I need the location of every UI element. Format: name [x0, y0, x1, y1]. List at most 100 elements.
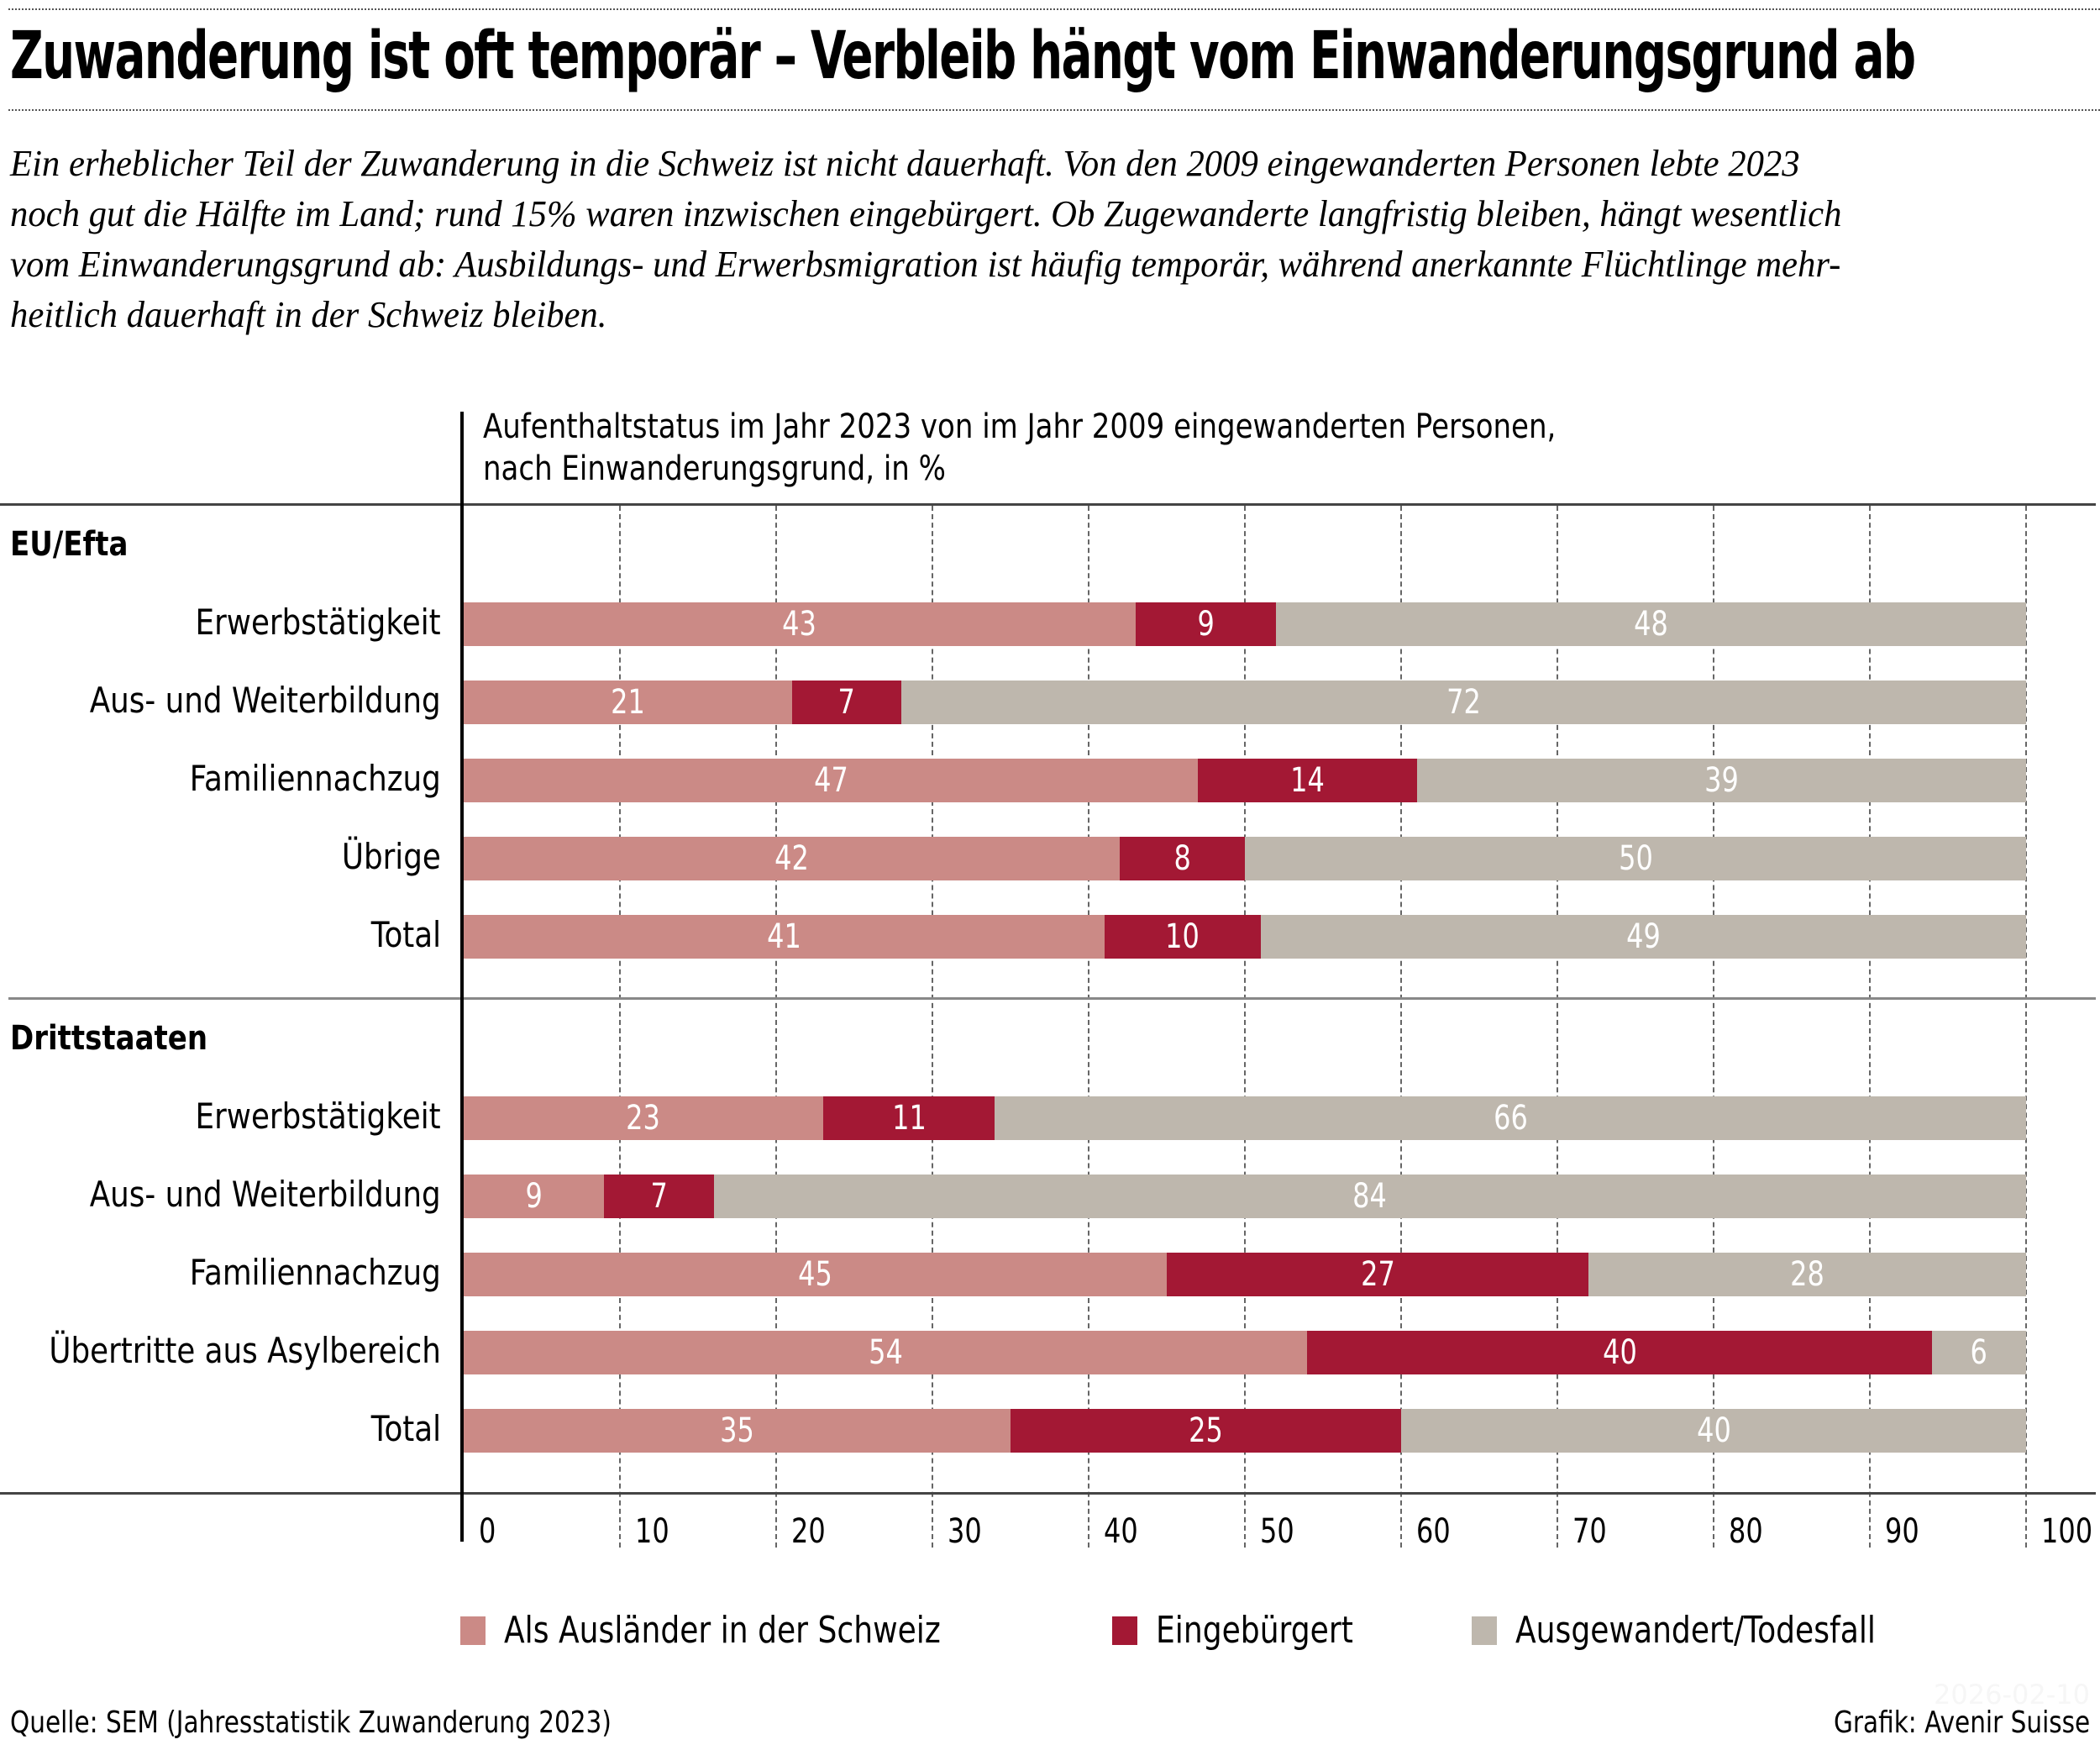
- bar-segment: 14: [1198, 759, 1417, 802]
- data-label: 23: [626, 1099, 661, 1138]
- data-label: 7: [650, 1177, 668, 1216]
- data-label: 7: [837, 683, 855, 722]
- subtitle-line: heitlich dauerhaft in der Schweiz bleibe…: [10, 294, 607, 335]
- bar-segment: 39: [1416, 759, 2026, 802]
- bar-segment: 54: [464, 1331, 1308, 1374]
- data-label: 41: [766, 917, 801, 956]
- bar-segment: 35: [464, 1409, 1011, 1453]
- legend-swatch: [1111, 1616, 1137, 1645]
- bar-segment: 8: [1120, 837, 1245, 880]
- title-bottom-rule: [8, 109, 2100, 111]
- legend-label: Ausgewandert/Todesfall: [1515, 1609, 1877, 1652]
- data-label: 14: [1290, 761, 1325, 800]
- category-label: Total: [370, 1408, 441, 1449]
- chart-title: Aufenthaltstatus im Jahr 2023 von im Jah…: [483, 407, 1557, 446]
- category-label: Übertritte aus Asylbereich: [49, 1330, 441, 1371]
- page-title: Zuwanderung ist oft temporär – Verbleib …: [10, 18, 1916, 94]
- bar-segment: 40: [1401, 1409, 2026, 1453]
- group-label: EU/Efta: [10, 525, 129, 564]
- data-label: 39: [1704, 761, 1739, 800]
- gridline: [1869, 506, 1871, 1548]
- bar-segment: 72: [900, 681, 2026, 724]
- category-label: Erwerbstätigkeit: [195, 1096, 441, 1137]
- title-top-rule: [8, 8, 2100, 10]
- legend-item: Als Ausländer in der Schweiz: [460, 1609, 1037, 1652]
- data-label: 40: [1603, 1333, 1637, 1372]
- category-label: Übrige: [341, 836, 441, 877]
- date-watermark: 2026-02-10: [1934, 1679, 2090, 1711]
- data-label: 72: [1446, 683, 1481, 722]
- legend-swatch: [460, 1616, 486, 1645]
- data-label: 11: [891, 1099, 927, 1138]
- category-label: Erwerbstätigkeit: [195, 602, 441, 643]
- legend-label: Als Ausländer in der Schweiz: [504, 1609, 941, 1652]
- bar-segment: 49: [1260, 915, 2026, 959]
- bar-segment: 45: [464, 1253, 1167, 1296]
- data-label: 84: [1352, 1177, 1388, 1216]
- legend-item: Ausgewandert/Todesfall: [1472, 1609, 1955, 1652]
- category-label: Aus- und Weiterbildung: [90, 1174, 441, 1215]
- data-label: 10: [1165, 917, 1200, 956]
- data-label: 48: [1634, 605, 1668, 644]
- credit-note: Grafik: Avenir Suisse: [1833, 1705, 2090, 1740]
- bar-segment: 40: [1307, 1331, 1933, 1374]
- bar-segment: 48: [1276, 602, 2026, 646]
- category-label: Total: [370, 914, 441, 955]
- bar-segment: 11: [822, 1096, 995, 1140]
- x-axis-line: [0, 1492, 2096, 1495]
- chart-title-line2: nach Einwanderungsgrund, in %: [483, 449, 946, 488]
- gridline: [932, 506, 933, 1548]
- bar-segment: 84: [713, 1175, 2026, 1218]
- bar-segment: 23: [464, 1096, 823, 1140]
- bar-segment: 10: [1104, 915, 1261, 959]
- x-tick-label: 60: [1416, 1512, 1451, 1551]
- bar-segment: 7: [604, 1175, 714, 1218]
- x-tick-label: 40: [1104, 1512, 1138, 1551]
- bar-segment: 9: [464, 1175, 605, 1218]
- gridline: [1244, 506, 1246, 1548]
- x-tick-label: 90: [1885, 1512, 1919, 1551]
- gridline: [1400, 506, 1402, 1548]
- x-tick-label: 80: [1729, 1512, 1763, 1551]
- bar-segment: 41: [464, 915, 1105, 959]
- data-label: 9: [525, 1177, 543, 1216]
- bar-segment: 50: [1245, 837, 2026, 880]
- data-label: 21: [610, 683, 645, 722]
- data-label: 47: [813, 761, 848, 800]
- legend: Als Ausländer in der Schweiz Eingebürgert…: [460, 1609, 2030, 1652]
- x-tick-label: 50: [1260, 1512, 1294, 1551]
- data-label: 27: [1360, 1255, 1395, 1294]
- bar-segment: 7: [791, 681, 901, 724]
- data-label: 28: [1790, 1255, 1824, 1294]
- data-label: 42: [774, 839, 809, 878]
- data-label: 8: [1173, 839, 1191, 878]
- gridline: [775, 506, 777, 1548]
- gridline: [1088, 506, 1089, 1548]
- group-separator: [8, 997, 2096, 1000]
- source-note: Quelle: SEM (Jahresstatistik Zuwanderung…: [10, 1705, 612, 1740]
- data-label: 45: [798, 1255, 832, 1294]
- x-tick-label: 70: [1572, 1512, 1607, 1551]
- data-label: 66: [1493, 1099, 1528, 1138]
- x-tick-label: 20: [791, 1512, 826, 1551]
- data-label: 35: [720, 1411, 754, 1450]
- data-label: 43: [782, 605, 817, 644]
- gridline: [2025, 506, 2027, 1548]
- bar-segment: 42: [464, 837, 1121, 880]
- gridline: [1713, 506, 1714, 1548]
- subtitle-line: vom Einwanderungsgrund ab: Ausbildungs- …: [10, 244, 1841, 285]
- data-label: 25: [1189, 1411, 1223, 1450]
- data-label: 54: [868, 1333, 903, 1372]
- data-label: 40: [1696, 1411, 1731, 1450]
- gridline: [1557, 506, 1558, 1548]
- bar-segment: 6: [1932, 1331, 2026, 1374]
- subtitle: Ein erheblicher Teil der Zuwanderung in …: [10, 139, 2093, 340]
- x-tick-label: 10: [635, 1512, 669, 1551]
- subtitle-line: noch gut die Hälfte im Land; rund 15% wa…: [10, 193, 1842, 234]
- category-label: Familiennachzug: [189, 758, 441, 799]
- data-label: 9: [1197, 605, 1215, 644]
- bar-segment: 28: [1588, 1253, 2026, 1296]
- bar-segment: 66: [995, 1096, 2026, 1140]
- data-label: 50: [1618, 839, 1653, 878]
- x-tick-label: 30: [948, 1512, 982, 1551]
